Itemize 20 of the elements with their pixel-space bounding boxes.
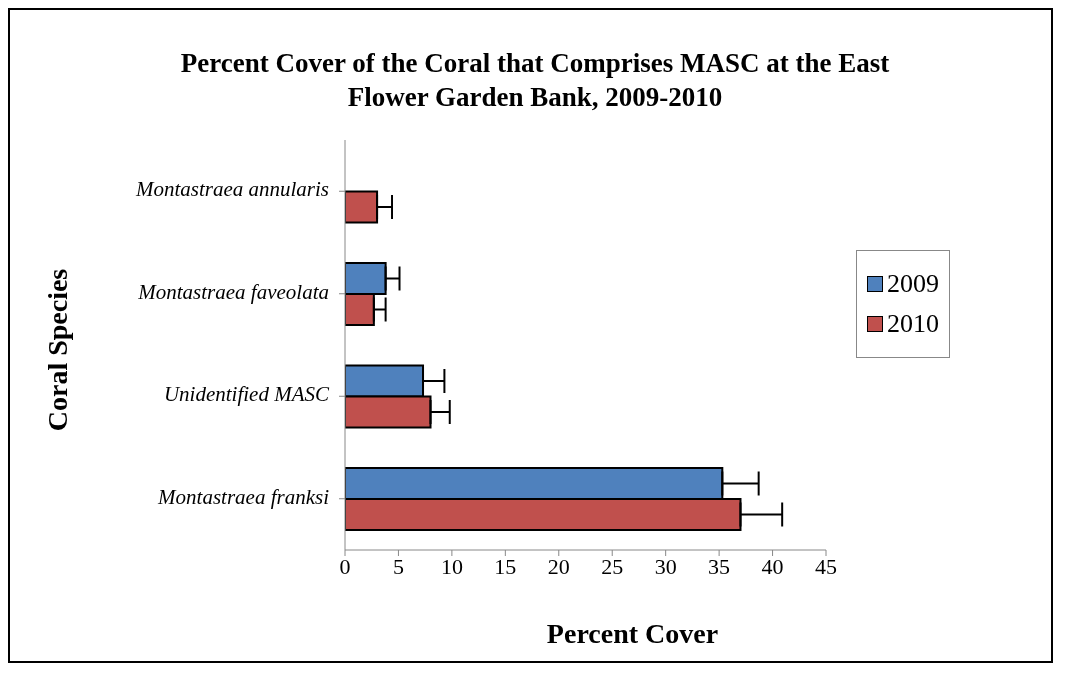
legend-label: 2009 (887, 269, 939, 299)
x-tick-label: 35 (708, 553, 731, 579)
y-axis-title: Coral Species (42, 268, 74, 432)
x-tick-label: 30 (654, 553, 677, 579)
y-tick-label: Montastraea faveolata (137, 279, 329, 304)
x-tick-label: 0 (339, 553, 351, 579)
x-tick-label: 5 (392, 553, 404, 579)
x-tick-label: 10 (440, 553, 463, 579)
chart-title: Percent Cover of the Coral that Comprises MASC at the East Flower Garden Bank, 2009-2010 (179, 47, 891, 114)
x-tick-label: 20 (547, 553, 570, 579)
bar (345, 190, 379, 224)
y-tick-label: Montastraea franksi (157, 484, 330, 509)
x-axis-title: Percent Cover (545, 618, 720, 650)
y-tick-label: Unidentified MASC (163, 382, 330, 407)
legend-label: 2010 (887, 309, 939, 339)
x-tick-label: 15 (494, 553, 517, 579)
x-tick-label: 40 (761, 553, 784, 579)
x-tick-label: 25 (601, 553, 624, 579)
y-tick-label: Montastraea annularis (134, 177, 329, 202)
x-tick-label: 45 (815, 553, 837, 579)
